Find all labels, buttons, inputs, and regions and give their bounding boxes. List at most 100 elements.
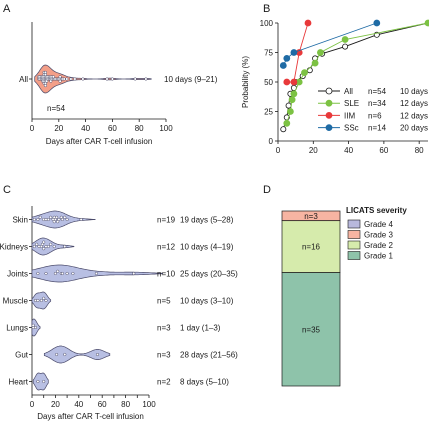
panel-c-x-tick-label: 100: [142, 400, 156, 409]
panel-a-data-point: [51, 75, 55, 79]
panel-b-x-tick-label: 0: [276, 146, 281, 155]
panel-c-data-point: [39, 298, 43, 303]
panel-b-line-iim: [286, 22, 309, 83]
panel-a-data-point: [58, 79, 62, 83]
panel-d-legend-swatch-grade-4: [347, 219, 361, 229]
panel-c-n-label-joints: n=10: [157, 270, 176, 279]
legend-median-sle: 12 days: [400, 99, 428, 108]
panel-a-x-tick-label: 60: [108, 124, 117, 133]
legend-label-all: All: [344, 87, 353, 96]
panel-c-category-label-muscle: Muscle: [3, 297, 29, 306]
panel-b-point-sle: [424, 19, 429, 27]
panel-b-point-sle: [316, 49, 324, 56]
panel-c-summary-label-lungs: 1 day (1–3): [180, 324, 221, 333]
panel-c-data-point: [63, 215, 67, 219]
panel-c-data-point: [49, 215, 53, 219]
legend-median-iim: 12 days: [400, 111, 428, 120]
panel-c-category-label-joints: Joints: [7, 270, 28, 279]
panel-c-data-point: [63, 352, 67, 357]
panel-c-letter: C: [3, 184, 11, 196]
panel-a-x-tick-label: 0: [30, 124, 35, 133]
panel-a-data-point: [81, 77, 85, 81]
legend-label-ssc: SSc: [344, 124, 359, 133]
panel-b-point-ssc: [290, 49, 298, 56]
panel-d-legend-label-grade-3: Grade 3: [364, 231, 393, 240]
panel-d-legend-label-grade-4: Grade 4: [364, 220, 393, 229]
panel-b-point-ssc: [279, 62, 287, 69]
panel-c-data-point: [71, 271, 75, 276]
panel-a: A All 0 20 40 60 80 100 Days after CAR T-cell in…: [3, 3, 218, 146]
panel-c-data-point: [65, 271, 69, 276]
panel-b-point-iim: [290, 78, 298, 86]
panel-b-point-sle: [301, 69, 308, 76]
panel-c-category-label-heart: Heart: [8, 378, 28, 387]
panel-a-data-point: [144, 77, 148, 81]
panel-c-data-point: [36, 298, 40, 303]
panel-c-data-point: [42, 240, 46, 244]
panel-d-bar-segment-grade-2: [281, 220, 341, 273]
panel-b-y-tick-label: 50: [264, 78, 273, 87]
panel-c-data-point: [36, 379, 40, 384]
panel-b-point-sle: [283, 119, 291, 127]
panel-c-data-point: [32, 217, 36, 222]
panel-a-data-point: [133, 77, 137, 81]
panel-a-x-tick-label: 40: [81, 124, 90, 133]
panel-c-n-label-heart: n=2: [157, 378, 171, 387]
panel-a-data-point: [69, 77, 73, 81]
panel-a-data-point: [49, 79, 53, 83]
panel-c-n-label-muscle: n=5: [157, 297, 171, 306]
panel-c-data-point: [60, 217, 64, 222]
panel-c-data-point: [35, 242, 39, 246]
panel-a-letter: A: [3, 3, 11, 15]
panel-d-segment-label: n=16: [302, 243, 321, 252]
panel-c-category-label-gut: Gut: [15, 351, 29, 360]
panel-a-x-tick-label: 20: [54, 124, 63, 133]
panel-c-data-point: [36, 217, 40, 222]
panel-a-x-tick-label: 80: [135, 124, 144, 133]
panel-c-data-point: [44, 298, 48, 303]
panel-b-x-tick-label: 20: [309, 146, 318, 155]
panel-c-n-label-gut: n=3: [157, 351, 171, 360]
panel-b-line-sle: [286, 22, 429, 124]
panel-c-summary-label-joints: 25 days (20–35): [180, 270, 238, 279]
panel-c-summary-label-skin: 19 days (5–28): [180, 216, 234, 225]
panel-d-legend-swatch-grade-1: [347, 251, 361, 260]
panel-b-point-all: [342, 43, 349, 50]
panel-c-violin-gut: [43, 345, 111, 364]
legend-label-iim: IIM: [344, 111, 355, 120]
panel-c-summary-label-muscle: 10 days (3–10): [180, 297, 234, 306]
panel-c-data-point: [42, 247, 46, 251]
panel-b-point-sle: [286, 108, 294, 115]
panel-c-x-tick-label: 60: [98, 400, 107, 409]
legend-marker-sle: [325, 99, 333, 107]
panel-b-y-tick-label: 0: [269, 137, 274, 146]
panel-b-point-all: [280, 126, 287, 133]
panel-c-data-point: [55, 352, 59, 357]
panel-c-n-label-lungs: n=3: [157, 324, 171, 333]
legend-marker-all: [325, 87, 333, 95]
panel-c-category-label-lungs: Lungs: [6, 324, 28, 333]
panel-b-point-ssc: [373, 19, 381, 27]
panel-b-y-axis-label: Probability (%): [241, 56, 250, 108]
panel-b-y-tick-label: 75: [264, 49, 273, 58]
panel-a-data-point: [43, 84, 47, 88]
panel-d-legend-swatch-grade-3: [347, 230, 361, 239]
panel-d-legend-title: LICATS severity: [346, 206, 407, 215]
panel-b-point-ssc: [283, 55, 291, 62]
panel-c-x-tick-label: 0: [30, 400, 35, 409]
panel-d-bar-segment-grade-1: [281, 272, 341, 387]
panel-c-data-point: [42, 379, 46, 384]
panel-d-letter: D: [263, 184, 271, 196]
panel-d: Dn=3 n=16 n=35 LICATS severity Grade 4 Grade …: [263, 184, 407, 387]
panel-c-data-point: [42, 296, 46, 300]
panel-b-point-iim: [283, 78, 291, 86]
legend-median-all: 10 days: [400, 87, 428, 96]
panel-d-segment-label: n=3: [304, 212, 318, 221]
panel-c-x-tick-label: 40: [74, 400, 83, 409]
panel-a-data-point: [45, 79, 49, 83]
panel-c-violin-heart: [32, 372, 49, 391]
panel-c-data-point: [52, 244, 56, 249]
panel-d-legend-label-grade-1: Grade 1: [364, 252, 393, 261]
legend-n-sle: n=34: [368, 99, 387, 108]
panel-a-data-point: [105, 77, 109, 81]
